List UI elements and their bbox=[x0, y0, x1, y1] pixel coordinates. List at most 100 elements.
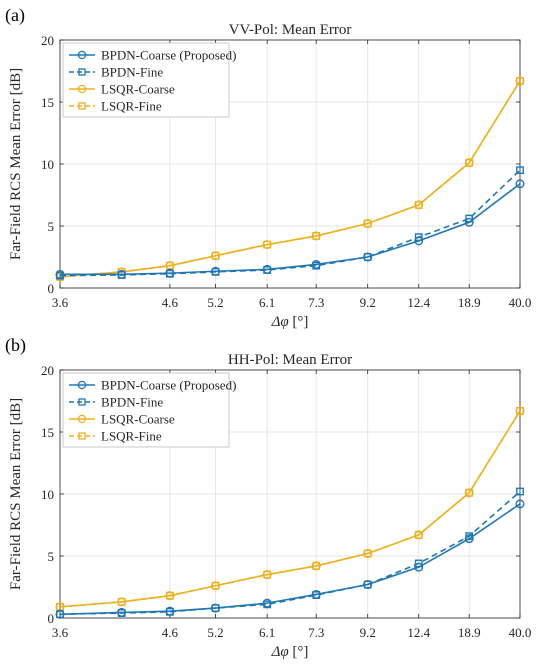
x-axis-label-unit: [°] bbox=[289, 314, 309, 330]
data-point bbox=[165, 606, 175, 616]
x-tick-label: 5.2 bbox=[207, 295, 223, 310]
data-point bbox=[117, 597, 127, 607]
legend-label: BPDN-Coarse (Proposed) bbox=[101, 48, 236, 63]
y-tick-label: 15 bbox=[41, 425, 54, 440]
legend-marker bbox=[78, 398, 86, 406]
x-tick-label: 12.4 bbox=[407, 295, 430, 310]
x-tick-label: 7.3 bbox=[308, 295, 324, 310]
series-line bbox=[60, 183, 521, 276]
x-tick-label: 40.0 bbox=[509, 295, 532, 310]
legend-marker bbox=[78, 68, 86, 76]
y-axis-label: Far-Field RCS Mean Error [dB] bbox=[8, 398, 24, 590]
data-point bbox=[515, 406, 525, 416]
y-tick-label: 15 bbox=[41, 95, 54, 110]
legend-marker bbox=[77, 50, 87, 60]
x-tick-label: 3.6 bbox=[52, 625, 69, 640]
x-tick-label: 40.0 bbox=[509, 625, 532, 640]
data-point bbox=[311, 561, 321, 571]
x-tick-label: 6.1 bbox=[259, 295, 275, 310]
y-tick-label: 20 bbox=[41, 363, 54, 378]
x-tick-label: 4.6 bbox=[162, 625, 179, 640]
data-point bbox=[262, 598, 272, 608]
x-tick-label: 18.9 bbox=[458, 295, 481, 310]
panel-label: (a) bbox=[5, 5, 25, 26]
legend-label: LSQR-Fine bbox=[101, 99, 162, 114]
data-point bbox=[55, 269, 65, 279]
legend-label: BPDN-Fine bbox=[101, 65, 163, 80]
data-point bbox=[117, 269, 127, 279]
legend-item: LSQR-Coarse bbox=[69, 412, 175, 427]
data-point bbox=[311, 259, 321, 269]
data-point bbox=[414, 562, 424, 572]
legend-label: BPDN-Coarse (Proposed) bbox=[101, 378, 236, 393]
x-axis-label: Δφ [°] bbox=[271, 314, 309, 330]
data-point bbox=[363, 580, 373, 590]
x-tick-label: 3.6 bbox=[52, 295, 69, 310]
y-axis-label: Far-Field RCS Mean Error [dB] bbox=[8, 68, 24, 260]
legend-marker bbox=[78, 432, 86, 440]
data-point bbox=[464, 488, 474, 498]
x-tick-label: 12.4 bbox=[407, 625, 430, 640]
data-point bbox=[165, 268, 175, 278]
x-axis-label-unit: [°] bbox=[289, 644, 309, 660]
data-point bbox=[414, 530, 424, 540]
series-line bbox=[59, 80, 521, 278]
y-tick-label: 0 bbox=[48, 611, 55, 626]
y-tick-label: 10 bbox=[41, 157, 54, 172]
data-point bbox=[211, 581, 221, 591]
data-point bbox=[363, 252, 373, 262]
x-tick-label: 6.1 bbox=[259, 625, 275, 640]
legend-label: LSQR-Fine bbox=[101, 429, 162, 444]
x-tick-label: 9.2 bbox=[360, 625, 376, 640]
legend-item: BPDN-Fine bbox=[69, 395, 163, 410]
data-point bbox=[363, 549, 373, 559]
data-point bbox=[414, 200, 424, 210]
legend-item: BPDN-Coarse (Proposed) bbox=[69, 378, 236, 393]
data-point bbox=[311, 231, 321, 241]
chart-title: VV-Pol: Mean Error bbox=[229, 22, 352, 38]
data-point bbox=[165, 591, 175, 601]
x-axis-label: Δφ [°] bbox=[271, 644, 309, 660]
y-tick-label: 5 bbox=[48, 219, 55, 234]
data-point bbox=[464, 158, 474, 168]
x-tick-label: 4.6 bbox=[162, 295, 179, 310]
data-point bbox=[516, 487, 524, 496]
x-tick-label: 7.3 bbox=[308, 625, 324, 640]
data-point bbox=[311, 589, 321, 599]
chart-title: HH-Pol: Mean Error bbox=[228, 352, 352, 368]
legend-label: LSQR-Coarse bbox=[101, 82, 175, 97]
legend-item: LSQR-Coarse bbox=[69, 82, 175, 97]
series-bpdn-coarse-proposed bbox=[55, 179, 525, 279]
chart-panel-b: 3.6 4.6 5.2 6.1 7.3 9.2 12.4 18.9 40.0 0 5 10 15 20 (b… bbox=[5, 335, 531, 660]
legend: BPDN-Coarse (Proposed) BPDN-Fine LSQR-Coar… bbox=[62, 42, 236, 118]
series-lsqr-coarse bbox=[55, 406, 525, 612]
data-point bbox=[515, 499, 525, 509]
data-point bbox=[515, 76, 525, 86]
x-tick-label: 9.2 bbox=[360, 295, 376, 310]
data-point bbox=[515, 179, 525, 189]
y-tick-label: 0 bbox=[48, 281, 55, 296]
legend: BPDN-Coarse (Proposed) BPDN-Fine LSQR-Coar… bbox=[62, 372, 236, 448]
series-line bbox=[59, 410, 521, 608]
series-bpdn-coarse-proposed bbox=[55, 499, 525, 619]
data-point bbox=[117, 607, 127, 617]
chart-panel-a: 3.6 4.6 5.2 6.1 7.3 9.2 12.4 18.9 40.0 0 5 10 15 20 (a… bbox=[5, 5, 531, 330]
data-point bbox=[262, 240, 272, 250]
legend-item: LSQR-Fine bbox=[69, 99, 162, 114]
data-point bbox=[262, 264, 272, 274]
legend-marker bbox=[77, 414, 87, 424]
legend-item: LSQR-Fine bbox=[69, 429, 162, 444]
x-axis-label-symbol: Δφ bbox=[271, 644, 289, 660]
data-point bbox=[211, 251, 221, 261]
y-tick-label: 5 bbox=[48, 549, 55, 564]
data-point bbox=[516, 166, 524, 175]
data-point bbox=[363, 219, 373, 229]
data-point bbox=[464, 217, 474, 227]
panel-label: (b) bbox=[5, 335, 26, 356]
legend-marker bbox=[77, 380, 87, 390]
legend-item: BPDN-Coarse (Proposed) bbox=[69, 48, 236, 63]
legend-marker bbox=[77, 84, 87, 94]
x-axis-label-symbol: Δφ bbox=[271, 314, 289, 330]
data-point bbox=[211, 603, 221, 613]
x-tick-label: 18.9 bbox=[458, 625, 481, 640]
